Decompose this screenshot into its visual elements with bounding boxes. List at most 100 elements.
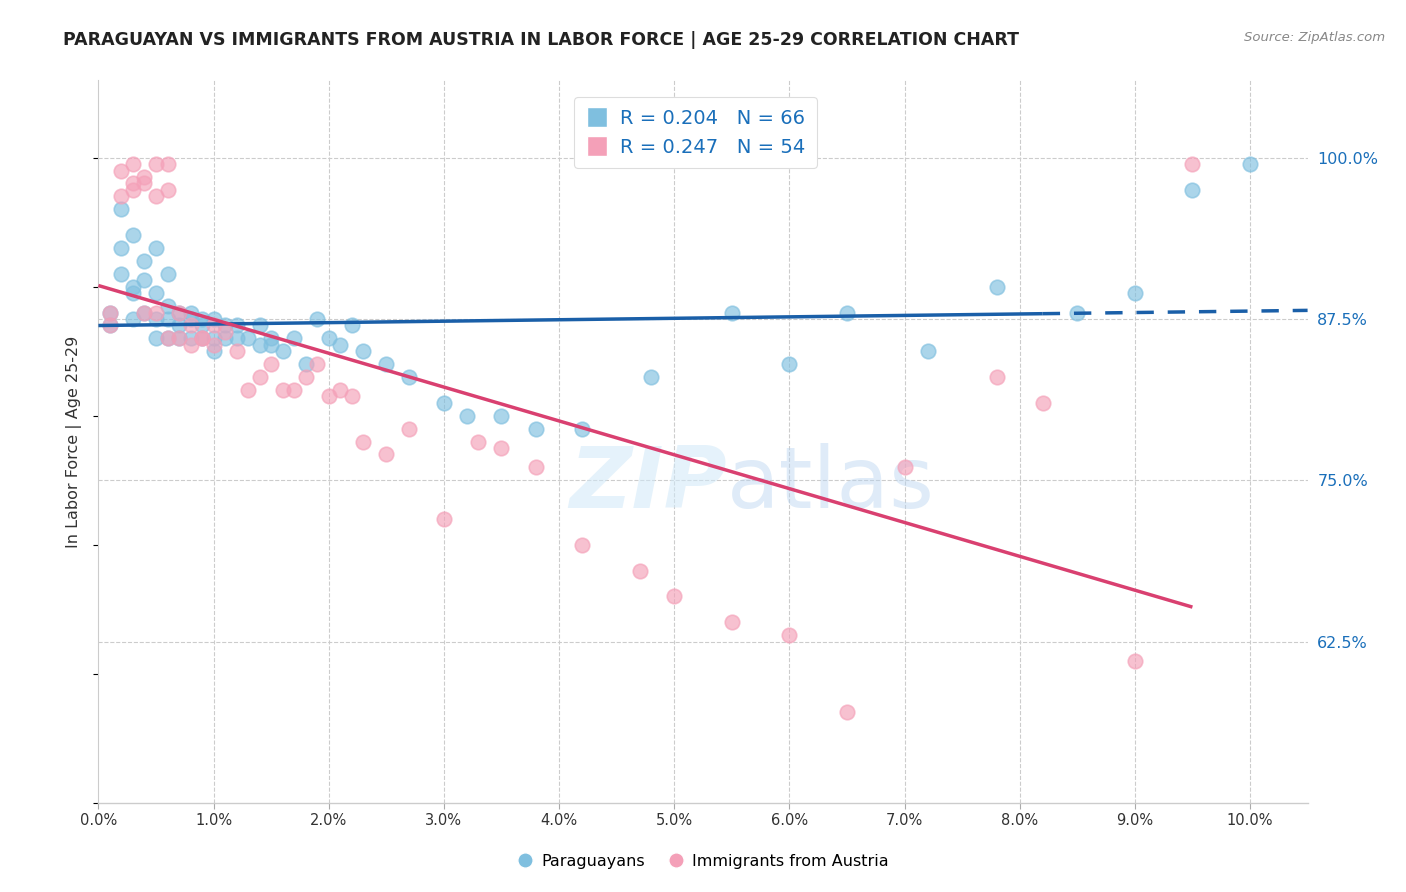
Point [294, 357, 316, 371]
Point [156, 157, 179, 171]
Point [352, 434, 374, 449]
Point [1181, 157, 1204, 171]
Point [260, 357, 283, 371]
Point [835, 305, 858, 319]
Point [122, 279, 145, 293]
Point [191, 331, 214, 345]
Point [398, 370, 420, 384]
Point [145, 189, 167, 203]
Point [110, 163, 132, 178]
Point [318, 331, 340, 345]
Point [214, 331, 236, 345]
Point [98, 318, 121, 333]
Point [352, 344, 374, 359]
Point [122, 177, 145, 191]
Point [917, 344, 939, 359]
Point [628, 564, 651, 578]
Point [191, 331, 214, 345]
Point [260, 331, 283, 345]
Point [122, 286, 145, 301]
Point [110, 189, 132, 203]
Point [191, 312, 214, 326]
Point [122, 228, 145, 243]
Point [156, 267, 179, 281]
Point [134, 305, 156, 319]
Point [720, 615, 742, 630]
Point [98, 305, 121, 319]
Point [236, 383, 259, 397]
Point [214, 318, 236, 333]
Point [122, 157, 145, 171]
Point [433, 512, 456, 526]
Point [778, 628, 800, 642]
Point [986, 279, 1008, 293]
Point [202, 312, 225, 326]
Point [271, 344, 294, 359]
Point [110, 241, 132, 255]
Point [180, 331, 202, 345]
Point [191, 318, 214, 333]
Point [318, 389, 340, 403]
Point [110, 267, 132, 281]
Point [145, 312, 167, 326]
Point [167, 331, 190, 345]
Text: ZIP: ZIP [569, 443, 727, 526]
Point [1123, 286, 1146, 301]
Point [491, 409, 513, 423]
Point [329, 338, 352, 352]
Point [375, 447, 398, 461]
Point [134, 253, 156, 268]
Point [156, 331, 179, 345]
Point [893, 460, 915, 475]
Point [271, 383, 294, 397]
Point [202, 344, 225, 359]
Point [986, 370, 1008, 384]
Point [98, 305, 121, 319]
Point [456, 409, 478, 423]
Point [571, 538, 593, 552]
Legend: Paraguayans, Immigrants from Austria: Paraguayans, Immigrants from Austria [510, 847, 896, 875]
Point [180, 338, 202, 352]
Point [145, 157, 167, 171]
Point [1066, 305, 1088, 319]
Point [307, 312, 329, 326]
Point [329, 383, 352, 397]
Point [640, 370, 662, 384]
Point [835, 706, 858, 720]
Point [134, 177, 156, 191]
Point [249, 318, 271, 333]
Point [398, 422, 420, 436]
Text: atlas: atlas [727, 443, 935, 526]
Point [1032, 396, 1054, 410]
Point [571, 422, 593, 436]
Point [122, 183, 145, 197]
Point [167, 318, 190, 333]
Point [202, 318, 225, 333]
Point [134, 273, 156, 287]
Legend: R = 0.204   N = 66, R = 0.247   N = 54: R = 0.204 N = 66, R = 0.247 N = 54 [574, 97, 817, 169]
Point [491, 441, 513, 455]
Point [249, 338, 271, 352]
Point [156, 312, 179, 326]
Y-axis label: In Labor Force | Age 25-29: In Labor Force | Age 25-29 [66, 335, 83, 548]
Point [283, 383, 305, 397]
Point [134, 169, 156, 184]
Point [340, 389, 363, 403]
Point [180, 312, 202, 326]
Point [1239, 157, 1261, 171]
Point [145, 286, 167, 301]
Point [225, 331, 247, 345]
Point [375, 357, 398, 371]
Point [467, 434, 489, 449]
Point [1123, 654, 1146, 668]
Point [294, 370, 316, 384]
Point [1181, 183, 1204, 197]
Point [225, 344, 247, 359]
Point [134, 305, 156, 319]
Point [191, 331, 214, 345]
Point [524, 422, 547, 436]
Point [283, 331, 305, 345]
Point [180, 318, 202, 333]
Point [156, 299, 179, 313]
Point [778, 357, 800, 371]
